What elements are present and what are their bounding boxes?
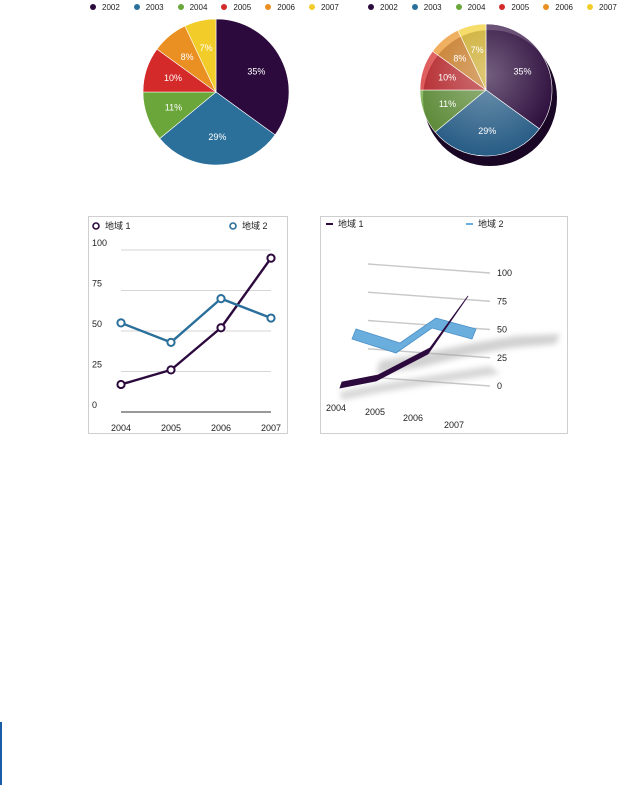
line-chart-flat: 地域 1 地域 2 0 25 50 75 100 2004 2005 2006 2007 <box>88 216 288 434</box>
pie2-legend-item-2007: 2007 <box>586 2 617 12</box>
y-tick-label: 25 <box>92 360 102 370</box>
legend-swatch <box>90 4 96 10</box>
pie1-slice-label: 10% <box>164 73 182 83</box>
legend-label: 地域 2 <box>478 218 504 229</box>
pie1-slice-label: 7% <box>200 43 213 53</box>
pie2-legend: 2002 2003 2004 2005 2006 2007 <box>368 0 620 14</box>
legend-label: 2004 <box>189 2 208 12</box>
y-tick-label: 100 <box>497 268 512 278</box>
series-line-2 <box>120 297 272 344</box>
legend-swatch <box>543 4 550 10</box>
x-tick-label: 2006 <box>403 413 423 423</box>
data-point <box>166 365 176 375</box>
legend-label: 2005 <box>233 2 252 12</box>
gridline <box>367 263 491 274</box>
x-tick-label: 2007 <box>444 420 464 430</box>
pie1-slice-label: 11% <box>165 102 182 112</box>
legend-label: 2005 <box>511 2 530 12</box>
page-margin-bar <box>0 722 2 785</box>
legend-swatch <box>265 4 272 10</box>
x-tick-label: 2004 <box>111 423 131 433</box>
pie2-legend-item-2004: 2004 <box>455 2 486 12</box>
pie1-slice-2007 <box>184 18 217 93</box>
pie-3d-highlight <box>420 20 552 156</box>
legend-label: 地域 1 <box>105 220 131 231</box>
y-tick-label: 25 <box>497 353 507 363</box>
gridline <box>367 291 491 302</box>
pie1-slice-2002 <box>215 18 290 136</box>
pie2-slice-label: 7% <box>471 45 484 55</box>
legend-label: 2006 <box>555 2 573 12</box>
legend-label: 地域 2 <box>242 220 268 231</box>
legend-swatch <box>586 4 593 10</box>
legend-label: 2006 <box>277 2 295 12</box>
y-tick-label: 75 <box>497 296 507 306</box>
y-tick-label: 50 <box>497 325 507 335</box>
data-point <box>116 379 126 390</box>
pie2-legend-item-2002: 2002 <box>368 3 398 12</box>
y-tick-label: 50 <box>92 319 102 329</box>
legend-marker <box>229 222 237 230</box>
data-point <box>216 323 226 333</box>
pie1-slice-label: 29% <box>208 132 226 142</box>
pie2-slice-label: 29% <box>478 126 496 136</box>
legend-swatch <box>368 4 374 10</box>
legend-swatch <box>221 4 228 10</box>
legend-label: 2002 <box>102 2 120 12</box>
pie1-legend-item-2007: 2007 <box>308 2 339 12</box>
series-ribbon-2 <box>351 317 477 354</box>
y-tick-label: 0 <box>497 381 502 391</box>
data-point <box>266 253 276 263</box>
legend-label: 地域 1 <box>338 218 364 229</box>
pie1-legend-item-2002: 2002 <box>90 3 120 12</box>
pie2-slice-label: 35% <box>513 66 531 76</box>
legend-marker <box>92 222 100 230</box>
legend-label: 2003 <box>423 2 442 12</box>
data-point <box>166 337 176 347</box>
pie2-legend-item-2006: 2006 <box>543 3 573 12</box>
series-shadow <box>376 334 560 374</box>
y-tick-label: 75 <box>92 279 102 289</box>
legend-swatch <box>177 4 184 10</box>
legend-label: 2002 <box>380 2 398 12</box>
series-line-1 <box>120 257 272 386</box>
x-tick-label: 2005 <box>161 423 181 433</box>
pie1-legend-item-2006: 2006 <box>265 3 295 12</box>
pie2-slice-label: 8% <box>453 53 466 63</box>
data-point <box>116 318 126 328</box>
legend-label: 2007 <box>598 2 617 12</box>
x-tick-label: 2006 <box>211 423 231 433</box>
legend-label: 2004 <box>467 2 486 12</box>
data-point <box>266 313 276 323</box>
x-tick-label: 2007 <box>261 423 281 433</box>
data-point <box>216 294 226 304</box>
legend-swatch <box>455 4 462 10</box>
pie1-legend-item-2005: 2005 <box>221 3 251 12</box>
pie1-slice-label: 8% <box>181 52 194 62</box>
pie2-slice-label: 10% <box>438 72 456 82</box>
legend-swatch <box>499 4 506 10</box>
pie1-legend: 2002 2003 2004 2005 2006 2007 <box>90 0 353 14</box>
series-ribbon-1 <box>339 295 469 389</box>
pie1-legend-item-2003: 2003 <box>133 2 164 12</box>
pie1-slice-2003 <box>159 91 276 166</box>
pie-chart-3d: 35% 29% 11% 10% 8% 7% <box>419 20 557 166</box>
legend-label: 2007 <box>320 2 339 12</box>
x-tick-label: 2004 <box>326 403 346 413</box>
pie2-legend-item-2005: 2005 <box>499 3 529 12</box>
x-tick-label: 2005 <box>365 407 385 417</box>
pie2-slice-label: 11% <box>439 99 456 109</box>
legend-label: 2003 <box>145 2 164 12</box>
legend-swatch <box>308 4 315 10</box>
pie2-legend-item-2003: 2003 <box>411 2 442 12</box>
pie-chart-flat: 35% 29% 11% 10% 8% 7% <box>142 18 290 166</box>
legend-swatch <box>411 4 418 10</box>
line-chart-3d: 地域 1 地域 2 0 25 50 75 100 2004 2005 2006 2007 <box>320 216 568 434</box>
y-tick-label: 100 <box>92 238 107 248</box>
legend-swatch <box>133 4 140 10</box>
pie1-slice-label: 35% <box>247 66 265 76</box>
y-tick-label: 0 <box>92 400 97 410</box>
pie1-legend-item-2004: 2004 <box>177 2 208 12</box>
series-shadow <box>340 366 500 400</box>
